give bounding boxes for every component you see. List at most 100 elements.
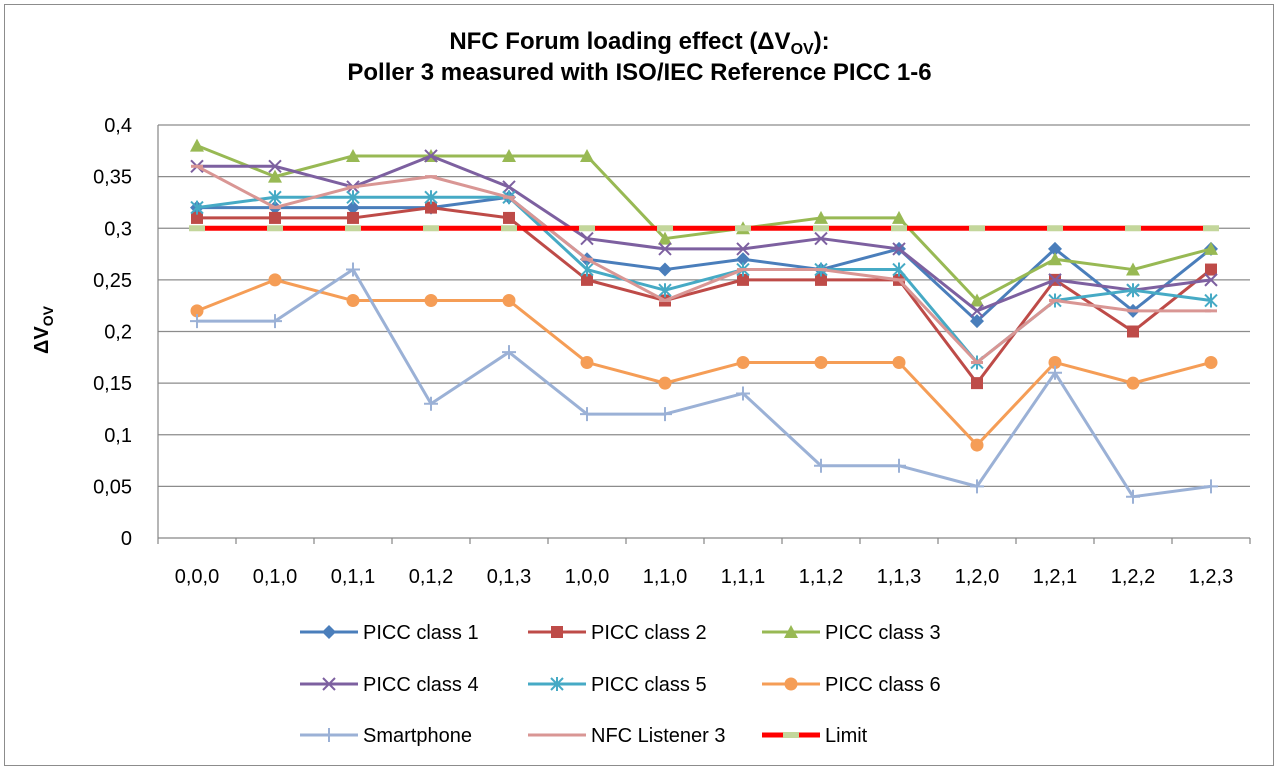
- data-point: [550, 677, 564, 691]
- data-point: [501, 225, 517, 232]
- data-point: [580, 231, 594, 246]
- data-point: [658, 262, 672, 277]
- data-point: [322, 677, 336, 691]
- data-point: [815, 273, 827, 286]
- data-point: [1204, 273, 1218, 287]
- x-tick-label: 0,1,0: [253, 566, 297, 588]
- y-tick-label: 0,35: [93, 167, 132, 189]
- legend-entry: NFC Listener 3: [528, 725, 726, 747]
- data-point: [190, 314, 204, 329]
- data-point: [502, 180, 516, 194]
- data-point: [1048, 355, 1062, 369]
- data-point: [892, 242, 906, 256]
- series-line: [197, 268, 1212, 499]
- data-point: [190, 304, 204, 318]
- data-point: [424, 190, 438, 205]
- y-tick-label: 0: [121, 528, 132, 550]
- legend-entry: Smartphone: [300, 725, 472, 747]
- data-point: [346, 262, 360, 277]
- series: [189, 225, 1219, 232]
- data-point: [736, 252, 750, 267]
- data-point: [814, 231, 828, 246]
- x-tick-labels: 0,0,0 0,1,0 0,1,1 0,1,2 0,1,3 1,0,0 1,1,0 1,1,1…: [157, 538, 1251, 588]
- data-point: [1204, 293, 1218, 308]
- data-point: [736, 386, 750, 401]
- series-line: [197, 195, 1212, 323]
- data-point: [580, 262, 594, 277]
- data-point: [1127, 325, 1139, 338]
- data-point: [1126, 283, 1140, 298]
- legend-entry: PICC class 2: [528, 622, 707, 644]
- legend-label: PICC class 5: [591, 674, 707, 696]
- data-point: [268, 159, 282, 174]
- x-tick-label: 1,1,2: [799, 566, 843, 588]
- data-point: [424, 149, 438, 163]
- series: [190, 262, 1218, 504]
- data-point: [190, 200, 204, 215]
- data-point: [424, 294, 438, 308]
- title-line2: Poller 3 measured with ISO/IEC Reference…: [347, 59, 932, 86]
- x-tick-label: 0,1,2: [409, 566, 453, 588]
- data-point: [814, 210, 828, 224]
- data-point: [268, 190, 282, 205]
- data-point: [268, 169, 282, 183]
- legend-label: PICC class 6: [825, 674, 941, 696]
- x-tick-label: 0,0,0: [175, 566, 219, 588]
- data-point: [346, 148, 360, 162]
- series: [190, 273, 1218, 452]
- data-point: [813, 225, 829, 232]
- legend-label: Smartphone: [363, 725, 472, 747]
- y-axis-label-main: ΔV: [31, 326, 53, 354]
- data-point: [1048, 241, 1062, 256]
- data-point: [268, 273, 282, 287]
- data-point: [736, 355, 750, 369]
- title-line1-start: NFC Forum loading effect (ΔV: [449, 28, 791, 55]
- data-point: [783, 732, 799, 738]
- data-point: [1048, 252, 1062, 266]
- data-point: [190, 138, 204, 152]
- data-point: [658, 283, 672, 298]
- x-tick-label: 1,2,3: [1189, 566, 1233, 588]
- data-point: [424, 396, 438, 411]
- data-point: [735, 225, 751, 232]
- data-point: [346, 200, 360, 215]
- data-point: [322, 728, 336, 742]
- data-point: [1204, 479, 1218, 494]
- legend-entry: PICC class 5: [528, 674, 707, 696]
- data-point: [970, 438, 984, 452]
- x-tick-label: 1,1,3: [877, 566, 921, 588]
- legend-entry: PICC class 6: [762, 674, 941, 696]
- data-point: [970, 479, 984, 494]
- y-axis-label-group: ΔVOV: [31, 305, 56, 354]
- data-point: [1047, 225, 1063, 232]
- data-point: [579, 225, 595, 232]
- legend-entry: PICC class 1: [300, 622, 479, 644]
- y-tick-label: 0,2: [104, 322, 132, 344]
- data-point: [737, 273, 749, 286]
- x-tick-label: 1,1,0: [643, 566, 687, 588]
- data-point: [658, 231, 672, 245]
- data-point: [1205, 263, 1217, 276]
- y-tick-label: 0,15: [93, 373, 132, 395]
- series-line: [197, 206, 1212, 385]
- data-point: [891, 225, 907, 232]
- data-point: [971, 377, 983, 390]
- data-point: [1203, 225, 1219, 232]
- x-tick-label: 0,1,3: [487, 566, 531, 588]
- legend-label: PICC class 1: [363, 622, 479, 644]
- data-point: [423, 225, 439, 232]
- data-point: [1126, 489, 1140, 504]
- x-tick-label: 1,1,1: [721, 566, 765, 588]
- series-line: [196, 144, 1212, 303]
- data-point: [892, 458, 906, 473]
- data-point: [581, 273, 593, 286]
- data-point: [269, 211, 281, 224]
- y-axis-label: ΔVOV: [31, 305, 56, 354]
- data-point: [425, 201, 437, 214]
- data-point: [970, 304, 984, 318]
- data-point: [657, 225, 673, 232]
- x-tick-label: 1,2,1: [1033, 566, 1077, 588]
- data-point: [1125, 225, 1141, 232]
- data-point: [346, 190, 360, 205]
- data-point: [502, 345, 516, 360]
